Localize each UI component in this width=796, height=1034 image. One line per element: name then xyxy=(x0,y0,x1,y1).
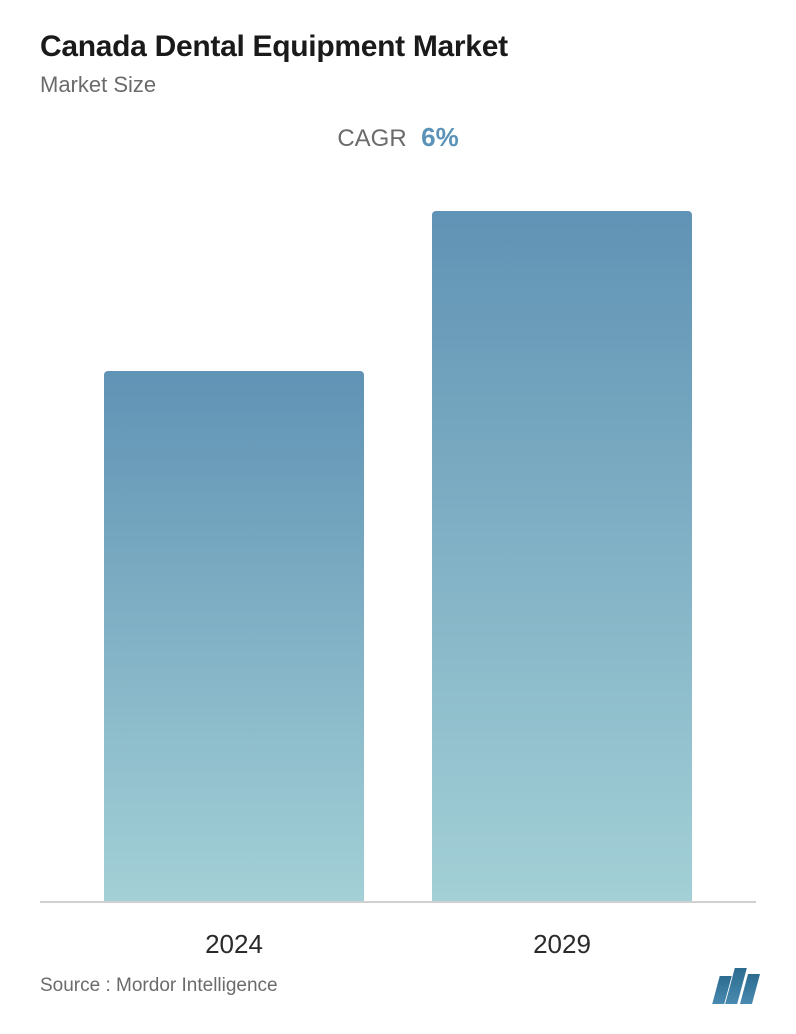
page-subtitle: Market Size xyxy=(40,72,756,98)
cagr-line: CAGR 6% xyxy=(40,122,756,153)
footer: Source : Mordor Intelligence xyxy=(40,968,756,1004)
bar-group-2029 xyxy=(432,211,692,901)
page-title: Canada Dental Equipment Market xyxy=(40,30,756,64)
bar-label-2029: 2029 xyxy=(432,913,692,960)
bar-label-2024: 2024 xyxy=(104,913,364,960)
bar-2029 xyxy=(432,211,692,901)
bar-2024 xyxy=(104,371,364,901)
source-text: Source : Mordor Intelligence xyxy=(40,975,278,997)
cagr-value: 6% xyxy=(421,122,459,152)
mordor-logo-icon xyxy=(716,968,756,1004)
cagr-label: CAGR xyxy=(337,125,406,152)
bar-group-2024 xyxy=(104,371,364,901)
bar-chart xyxy=(40,203,756,903)
x-axis-labels: 2024 2029 xyxy=(40,913,756,960)
